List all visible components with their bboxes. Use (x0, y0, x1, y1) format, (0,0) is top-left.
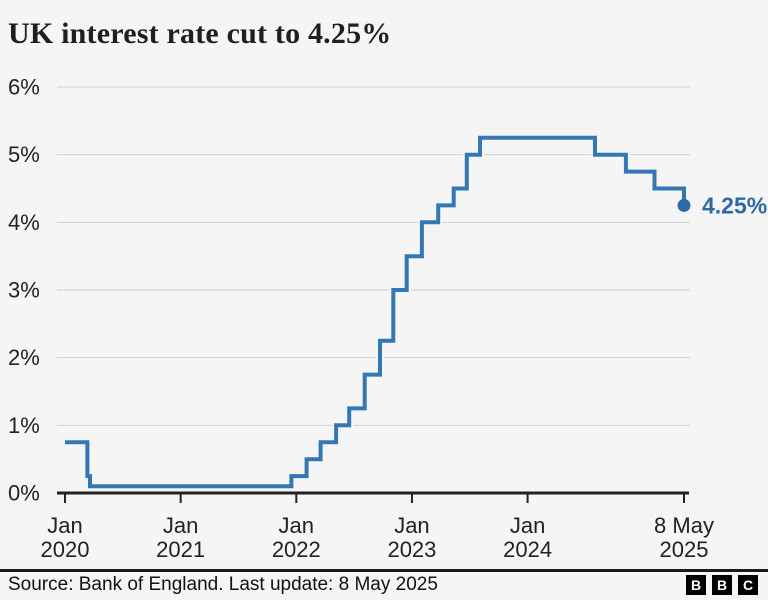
bbc-logo-block-b2: B (712, 575, 732, 595)
x-axis-label-month: 8 May (654, 513, 714, 538)
x-axis-label-year: 2021 (156, 537, 205, 562)
x-axis-label-month: Jan (394, 513, 429, 538)
source-text: Source: Bank of England. Last update: 8 … (8, 574, 438, 595)
y-axis-label: 6% (8, 74, 40, 99)
rate-step-line-halo (65, 133, 688, 491)
x-axis-label-month: Jan (47, 513, 82, 538)
x-axis (57, 491, 689, 503)
y-axis-label: 4% (8, 210, 40, 235)
end-value-label: 4.25% (702, 192, 767, 218)
footer-bar: Source: Bank of England. Last update: 8 … (0, 569, 768, 600)
x-axis-label-month: Jan (510, 513, 545, 538)
y-axis-label: 0% (8, 480, 40, 505)
interest-rate-step-chart: 6%5%4%3%2%1%0%Jan2020Jan2021Jan2022Jan20… (8, 74, 767, 562)
x-axis-label-year: 2020 (41, 537, 90, 562)
y-axis-label: 3% (8, 277, 40, 302)
y-axis-label: 2% (8, 345, 40, 370)
rate-step-line (65, 135, 686, 489)
y-gridlines (57, 86, 690, 426)
y-axis-labels: 6% 5% 4% 3% 2% 1% 0% (8, 74, 40, 505)
y-axis-label: 1% (8, 413, 40, 438)
y-axis-label: 5% (8, 142, 40, 167)
x-axis-label-month: Jan (279, 513, 314, 538)
x-axis-label-year: 2023 (387, 537, 436, 562)
chart-title: UK interest rate cut to 4.25% (8, 17, 392, 50)
bbc-logo-block-c: C (738, 575, 758, 595)
x-axis-label-year: 2025 (660, 537, 709, 562)
x-axis-label-year: 2024 (503, 537, 552, 562)
bbc-logo-block-b1: B (686, 575, 706, 595)
x-axis-label-month: Jan (163, 513, 198, 538)
end-point-marker (677, 198, 691, 212)
bbc-logo: B B C (686, 575, 758, 595)
x-axis-label-year: 2022 (272, 537, 321, 562)
